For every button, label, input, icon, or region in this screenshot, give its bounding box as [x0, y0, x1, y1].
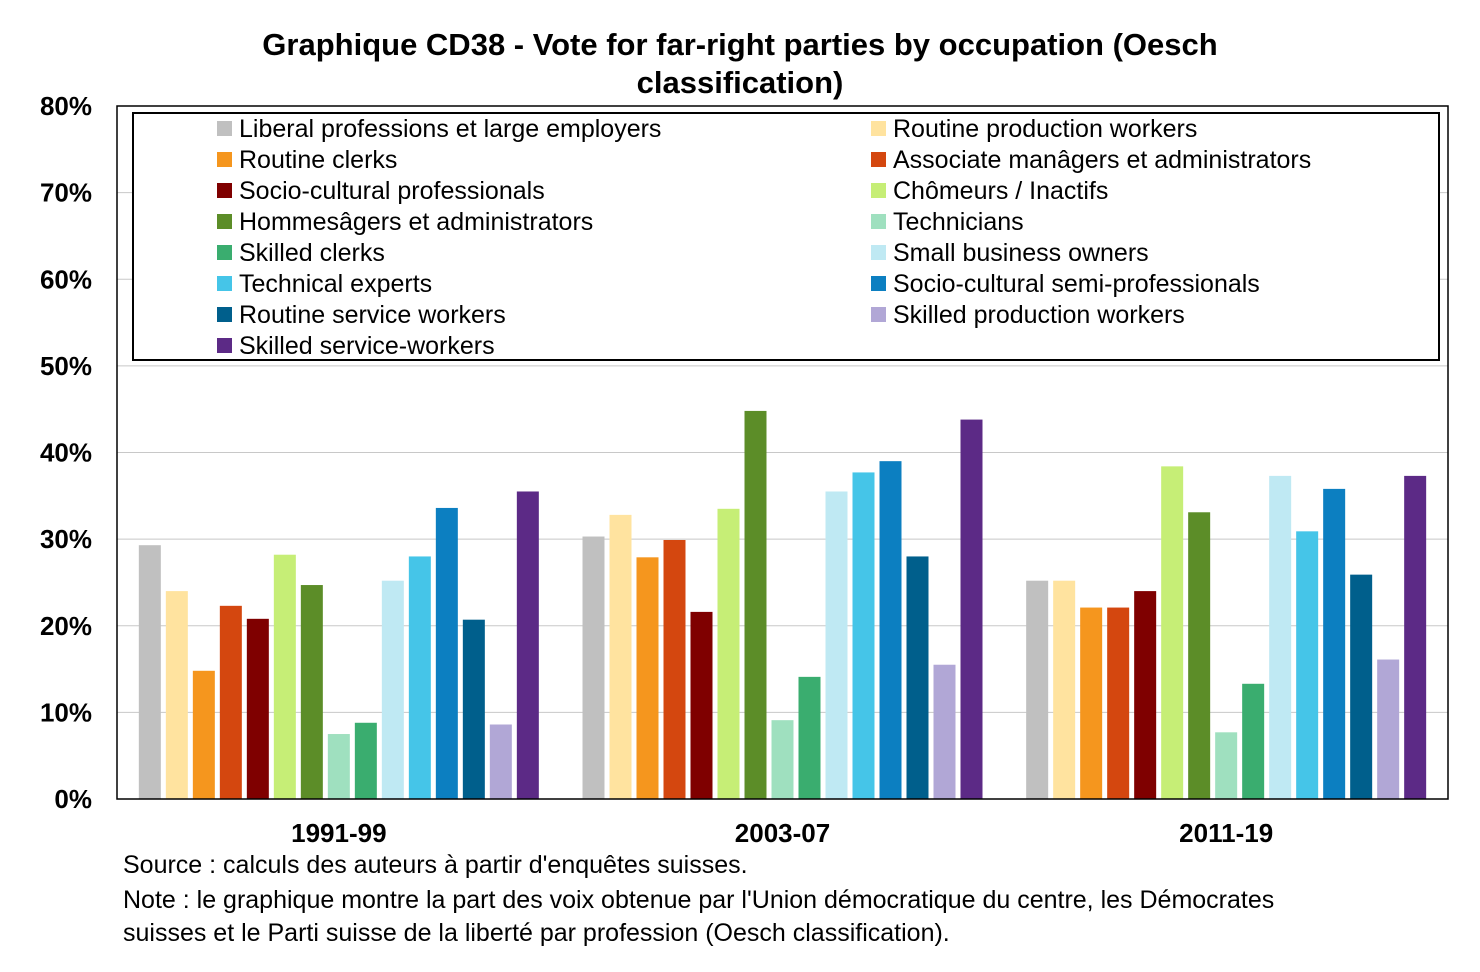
y-tick-label: 40% — [40, 438, 92, 468]
bar — [192, 670, 215, 799]
legend-label: Skilled production workers — [893, 301, 1185, 329]
legend-swatch — [217, 307, 232, 322]
bar — [435, 507, 458, 799]
chart-title-line-1: Graphique CD38 - Vote for far-right part… — [262, 27, 1218, 62]
bar — [933, 664, 956, 799]
bar — [1134, 591, 1157, 799]
legend-label: Skilled service-workers — [239, 332, 495, 360]
method-note-line-1: Note : le graphique montre la part des v… — [123, 886, 1275, 914]
y-tick-label: 50% — [40, 351, 92, 381]
legend-swatch — [217, 245, 232, 260]
chart-title-line-2: classification) — [636, 65, 844, 100]
bar — [717, 508, 740, 799]
bar — [381, 580, 404, 799]
legend-label: Routine service workers — [239, 301, 506, 329]
legend-label: Socio-cultural professionals — [239, 177, 545, 205]
chart-title: Graphique CD38 - Vote for far-right part… — [140, 26, 1340, 102]
legend-label: Associate manâgers et administrators — [893, 146, 1311, 174]
legend-label: Routine clerks — [239, 146, 397, 174]
legend-swatch — [871, 121, 886, 136]
bar — [165, 591, 188, 799]
bar — [1242, 683, 1265, 799]
legend-swatch — [217, 338, 232, 353]
legend-label: Liberal professions et large employers — [239, 115, 661, 143]
bar — [636, 557, 659, 799]
bar — [1269, 475, 1292, 799]
bar — [1107, 607, 1130, 799]
legend-swatch — [871, 245, 886, 260]
method-note-line-2: suisses et le Parti suisse de la liberté… — [123, 919, 950, 947]
legend-swatch — [217, 214, 232, 229]
y-tick-label: 30% — [40, 524, 92, 554]
bar — [663, 539, 686, 799]
legend-swatch — [871, 152, 886, 167]
y-tick-label: 20% — [40, 611, 92, 641]
x-tick-label: 2003-07 — [735, 818, 830, 848]
x-tick-label: 1991-99 — [291, 818, 386, 848]
y-tick-label: 70% — [40, 178, 92, 208]
legend-swatch — [871, 214, 886, 229]
bar — [879, 461, 902, 799]
bar — [798, 676, 821, 799]
legend-swatch — [217, 152, 232, 167]
bar — [1323, 488, 1346, 799]
bar — [1161, 466, 1184, 799]
bar — [1188, 512, 1211, 799]
bar — [273, 554, 296, 799]
bar — [138, 545, 161, 799]
legend: Liberal professions et large employers Ro… — [132, 112, 1440, 361]
legend-label: Small business owners — [893, 239, 1149, 267]
bar — [1350, 574, 1373, 799]
legend-swatch — [217, 183, 232, 198]
bar — [906, 556, 929, 799]
legend-swatch — [217, 276, 232, 291]
bar — [516, 491, 539, 799]
legend-swatch — [871, 307, 886, 322]
legend-label: Hommesâgers et administrators — [239, 208, 593, 236]
y-tick-label: 60% — [40, 264, 92, 294]
bar — [744, 410, 767, 799]
bar — [1296, 531, 1319, 799]
y-tick-label: 80% — [40, 91, 92, 121]
bar — [1377, 659, 1400, 799]
bar — [489, 724, 512, 799]
bar — [1026, 580, 1049, 799]
legend-swatch — [217, 121, 232, 136]
legend-box — [132, 112, 1440, 361]
bar — [825, 491, 848, 799]
legend-swatch — [871, 183, 886, 198]
bar — [219, 605, 242, 799]
bar — [582, 536, 605, 799]
bar — [960, 419, 983, 799]
bar — [1215, 732, 1238, 799]
bar — [1080, 607, 1103, 799]
legend-label: Socio-cultural semi-professionals — [893, 270, 1260, 298]
bar-chart: 0% 10% 20% 30% 40% 50% 60% 70% 80% 1991-99 2003-07… — [40, 91, 1449, 848]
bar — [246, 618, 269, 799]
legend-label: Skilled clerks — [239, 239, 385, 267]
legend-swatch — [871, 276, 886, 291]
x-tick-label: 2011-19 — [1179, 818, 1273, 848]
axes: 0% 10% 20% 30% 40% 50% 60% 70% 80% 1991-99 2003-07… — [40, 91, 1449, 848]
bar — [327, 734, 350, 799]
plot-area-border — [116, 105, 1449, 800]
y-tick-label: 10% — [40, 697, 92, 727]
bar — [609, 514, 632, 799]
legend-label: Chômeurs / Inactifs — [893, 177, 1108, 205]
legend-label: Technical experts — [239, 270, 432, 298]
bar — [300, 585, 323, 799]
bar — [1053, 580, 1076, 799]
y-tick-label: 0% — [54, 784, 92, 814]
bar — [1404, 475, 1427, 799]
bar — [408, 556, 431, 799]
bar — [690, 611, 713, 799]
legend-label: Technicians — [893, 208, 1024, 236]
bars — [138, 410, 1427, 799]
legend-label: Routine production workers — [893, 115, 1197, 143]
bar — [771, 720, 794, 799]
bar — [354, 722, 377, 799]
source-note: Source : calculs des auteurs à partir d'… — [123, 851, 748, 879]
bar — [462, 619, 485, 799]
bar — [852, 472, 875, 799]
